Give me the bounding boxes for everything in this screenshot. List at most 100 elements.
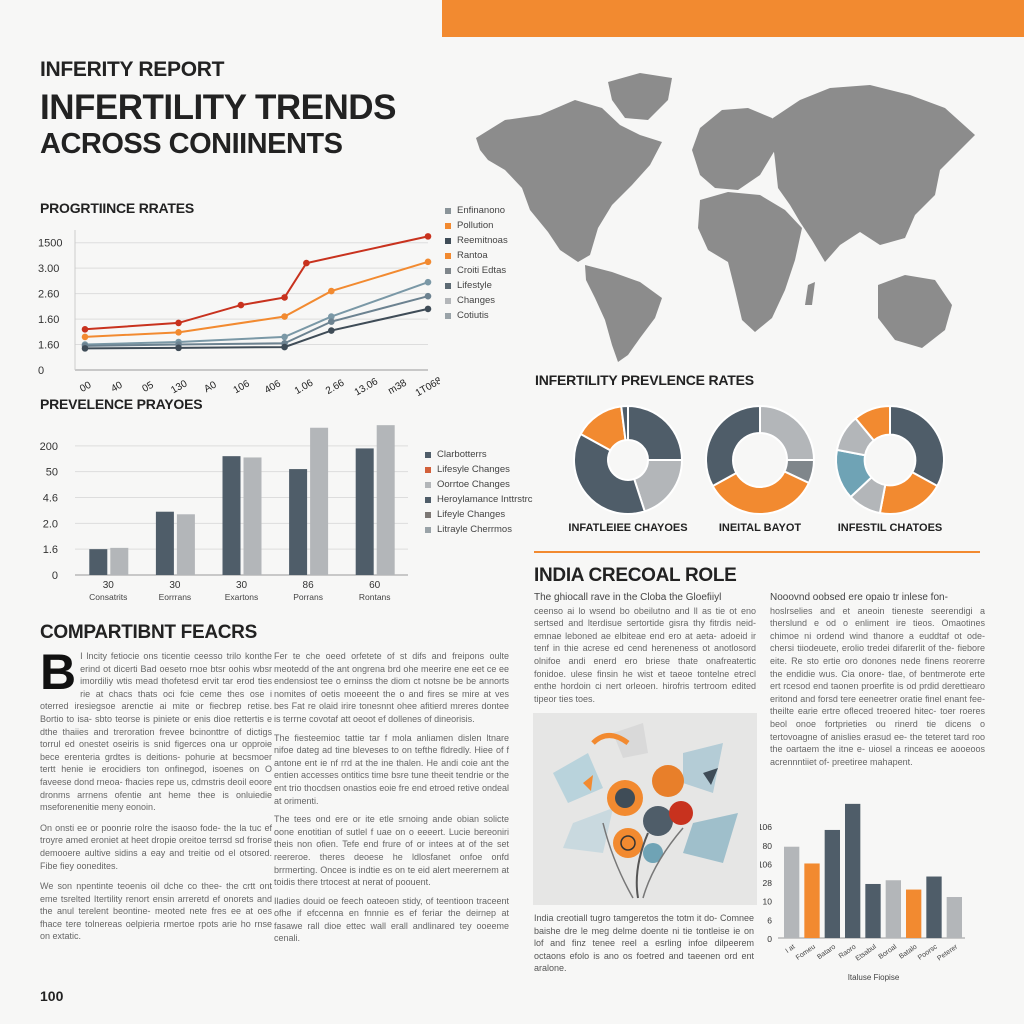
x-tick-label: I at	[784, 944, 796, 955]
legend-swatch	[425, 466, 431, 473]
x-tick-label: 40	[109, 380, 125, 395]
legend-item: Rantoa	[445, 248, 508, 263]
bar-dark	[89, 549, 108, 575]
bar	[784, 846, 800, 938]
madagascar-shape	[805, 282, 815, 305]
x-tick-label: A0	[202, 379, 218, 395]
data-point-teal	[424, 278, 432, 286]
india-lead: The ghiocall rave in the Cloba the Gloef…	[534, 592, 722, 603]
bar	[804, 863, 820, 938]
legend-swatch	[445, 237, 451, 244]
india-col2-lead: Nooovnd oobsed ere opaio tr inlese fon-	[770, 592, 948, 603]
y-tick-label: 1.60	[38, 340, 59, 352]
legend-label: Heroylamance Inttrstrc	[437, 494, 533, 505]
data-point-dark	[281, 343, 288, 351]
x-tick-label: 106	[232, 378, 252, 396]
legend-label: Rantoa	[457, 250, 488, 261]
legend-item: Enfinanono	[445, 203, 508, 218]
legend-swatch	[445, 222, 451, 229]
y-tick-label: 80	[763, 841, 773, 851]
data-point-red	[281, 294, 288, 301]
legend-label: Oorrtoe Changes	[437, 479, 510, 490]
data-point-slate	[328, 318, 335, 325]
bar-chart: 01.62.04.65020030Consatrits30Eorrrans30E…	[40, 425, 408, 602]
y-tick-label: 4.6	[43, 493, 58, 505]
legend-label: Croiti Edtas	[457, 265, 507, 276]
x-tick-label: 130	[169, 378, 189, 396]
donut-slice	[854, 404, 891, 442]
category-number: 30	[103, 580, 115, 591]
report-kicker: INFERITY REPORT	[40, 58, 225, 81]
data-point-dark	[81, 345, 89, 352]
data-point-red	[424, 233, 432, 240]
orange-header-bar	[442, 0, 1024, 37]
page-title-line1: INFERTILITY TRENDS	[40, 88, 396, 127]
orange-divider	[534, 551, 980, 553]
data-point-slate	[424, 292, 432, 300]
x-tick-label: 00	[78, 380, 94, 395]
donut-slice	[620, 404, 629, 442]
europe-shape	[692, 108, 775, 190]
data-point-dark	[328, 327, 335, 334]
legend-swatch	[445, 297, 451, 304]
bar	[824, 829, 840, 938]
x-tick-label: 13.06	[353, 376, 381, 398]
category-label: Rontans	[359, 592, 391, 602]
donut-slice	[759, 404, 816, 461]
legend-label: Cotiutis	[457, 310, 489, 321]
y-tick-label: 2.60	[38, 289, 59, 301]
y-tick-label: 0	[38, 365, 44, 377]
bar-dark	[222, 456, 241, 575]
x-tick-label: Fomeu	[795, 943, 817, 961]
legend-item: Changes	[445, 293, 508, 308]
category-label: Porrans	[293, 592, 323, 602]
legend-label: Enfinanono	[457, 205, 506, 216]
bar	[906, 889, 922, 938]
illustration-caption: India creotiall tugro tamgeretos the tot…	[534, 913, 754, 974]
south-america-shape	[585, 265, 662, 362]
x-tick-label: Peterer	[936, 943, 959, 962]
bar	[946, 897, 962, 938]
donut-label-3: INFESTIL CHATOES	[837, 522, 943, 534]
india-col1-text: The ghiocall rave in the Cloba the Gloef…	[534, 592, 756, 705]
donut-slice	[573, 432, 646, 515]
bar-dark	[155, 511, 174, 575]
category-label: Consatrits	[89, 592, 127, 602]
donut-slice	[632, 459, 684, 513]
legend-swatch	[445, 312, 451, 319]
data-point-orange	[281, 313, 288, 320]
factors-col1-p2: On onsti ee or poonrie rolre the isaoso …	[40, 822, 272, 871]
legend-item: Croiti Edtas	[445, 263, 508, 278]
india-col1-body: ceenso ai lo wsend bo obeilutno and ll a…	[534, 605, 756, 704]
africa-shape	[698, 192, 802, 332]
bar-dark	[289, 469, 308, 575]
page-title-line2: ACROSS CONIINENTS	[40, 128, 343, 160]
donut-slice	[711, 470, 811, 515]
legend-label: Litrayle Cherrmos	[437, 524, 512, 535]
x-tick-label: 2.66	[324, 377, 347, 396]
data-point-dark	[424, 305, 432, 313]
donut-slice	[627, 404, 684, 461]
bar-light	[176, 514, 195, 575]
y-tick-label: 1.6	[43, 544, 58, 556]
legend-label: Pollution	[457, 220, 494, 231]
bar	[845, 803, 861, 938]
bar-chart-title: PREVELENCE PRAYOES	[40, 396, 203, 412]
bar-light	[110, 547, 129, 575]
greenland-shape	[608, 73, 672, 120]
legend-label: Lifesyle Changes	[437, 464, 510, 475]
legend-item: Clarbotterrs	[425, 447, 533, 462]
legend-item: Cotiutis	[445, 308, 508, 323]
bar-light	[310, 427, 329, 575]
line-chart: 0 1.60 1.60 2.60 3.00 1500 00 40 05 130 A0 106 406 1.…	[38, 230, 440, 399]
legend-label: Lifeyle Changes	[437, 509, 506, 520]
legend-swatch	[425, 451, 431, 458]
donut-slice	[705, 404, 761, 488]
x-tick-label: 1.06	[293, 377, 316, 396]
x-tick-label: Boroal	[878, 943, 899, 961]
legend-item: Lifesyle Changes	[425, 462, 533, 477]
legend-swatch	[445, 252, 451, 259]
category-label: Eorrrans	[159, 592, 192, 602]
factors-col2-p1: Fer te che oeed orfetete of st difs and …	[274, 651, 509, 724]
